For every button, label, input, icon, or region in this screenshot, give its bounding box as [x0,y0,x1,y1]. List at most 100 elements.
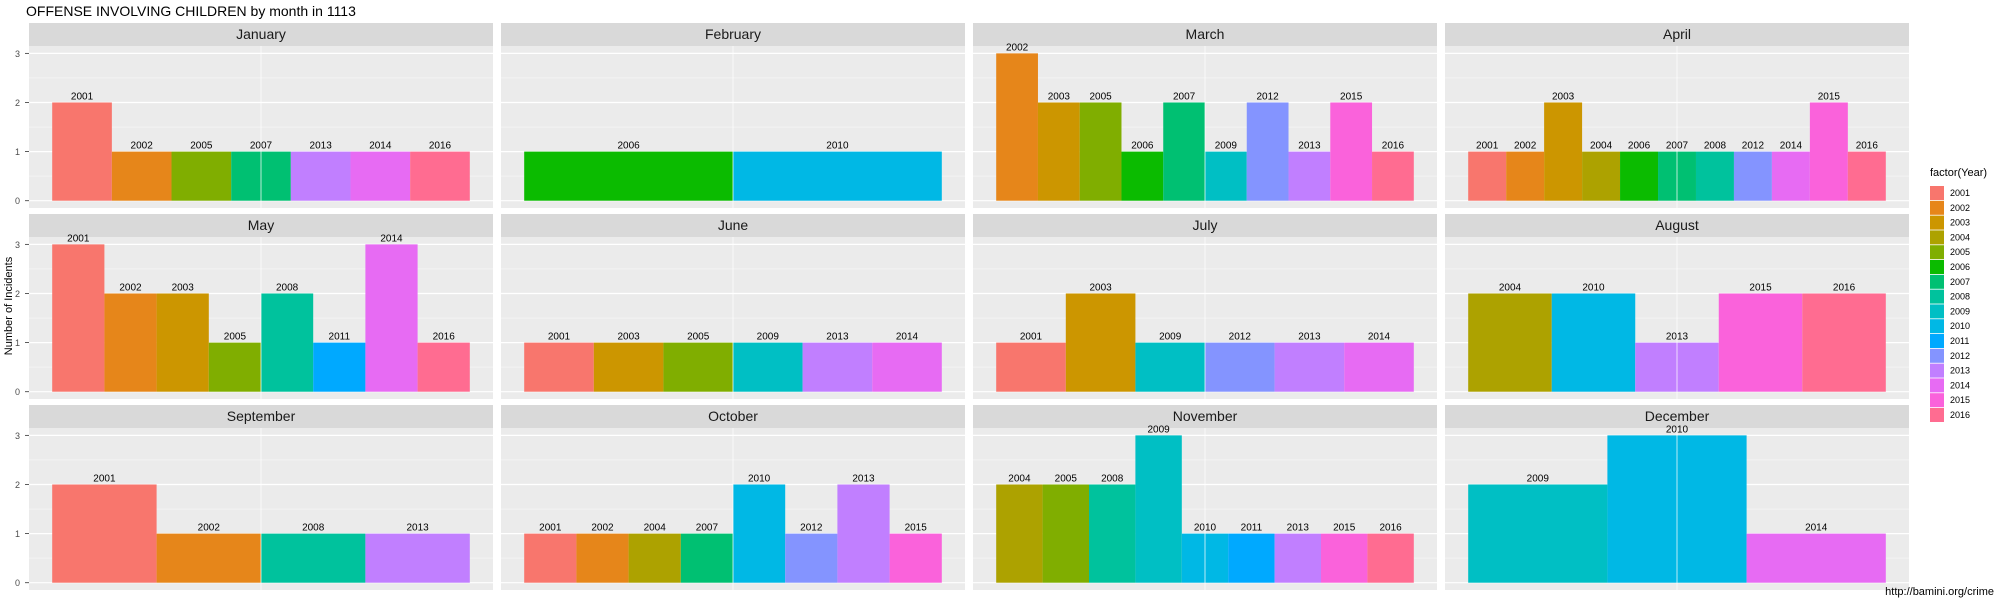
y-tick-label: 1 [15,338,20,348]
bar [290,151,351,201]
bar-data-label: 2001 [548,332,571,343]
facet-strip [29,23,493,46]
facet-strip [973,405,1437,428]
bar [261,293,314,392]
bar [837,484,890,583]
legend-title: factor(Year) [1930,167,1987,179]
bar [785,533,838,583]
facet-strip-label: September [227,408,296,424]
bar [156,533,261,583]
legend-label: 2014 [1950,380,1970,390]
bar-data-label: 2002 [1514,141,1537,152]
facet-strip [973,23,1437,46]
facet-strip [973,214,1437,237]
bar [996,342,1066,392]
bar-data-label: 2002 [591,523,614,534]
bar [1037,102,1080,201]
bar-data-label: 2009 [1215,141,1238,152]
bar-data-label: 2005 [224,332,247,343]
bar [1330,102,1373,201]
bar-data-label: 2010 [748,473,771,484]
facet-strip-label: May [248,217,274,233]
y-tick-label: 3 [15,240,20,250]
facet-strip [501,405,965,428]
bar-data-label: 2016 [1379,523,1402,534]
bar-data-label: 2010 [1582,282,1605,293]
legend-swatch [1930,200,1944,215]
bar-data-label: 2001 [67,233,90,244]
facet-strip-label: February [705,26,761,42]
bar [1163,102,1205,201]
bar [350,151,411,201]
bar-data-label: 2009 [757,332,780,343]
bar [1468,293,1552,392]
bar-data-label: 2004 [644,523,667,534]
bar [1746,533,1886,583]
legend-swatch [1930,408,1944,422]
bar-data-label: 2013 [406,523,429,534]
bar [410,151,470,201]
y-axis-title: Number of Incidents [3,256,15,355]
facet-strip-label: June [718,217,749,233]
bar [996,484,1043,583]
bar [1809,102,1848,201]
legend-swatch [1930,260,1944,274]
bar-data-label: 2016 [429,141,452,152]
bar-data-label: 2001 [93,473,116,484]
legend-label: 2001 [1950,188,1970,198]
legend-swatch [1930,215,1944,230]
bar-data-label: 2013 [1287,523,1310,534]
y-tick-label: 2 [15,480,20,490]
bar [680,533,733,583]
bar [889,533,942,583]
legend-label: 2007 [1950,277,1970,287]
bar [1079,102,1122,201]
source-url-label: http://bamini.org/crime [1885,586,1994,598]
legend-label: 2015 [1950,395,1970,405]
bar-data-label: 2006 [1131,141,1154,152]
bar [365,244,418,392]
bar [1274,342,1345,392]
bar-data-label: 2004 [1499,282,1522,293]
bar [1205,151,1247,201]
bar [1205,342,1275,392]
bar-data-label: 2001 [1020,332,1043,343]
bar [1246,102,1289,201]
bar-data-label: 2014 [1368,332,1391,343]
bar-data-label: 2006 [1628,141,1651,152]
bar-data-label: 2007 [1173,91,1196,102]
bar-data-label: 2012 [800,523,823,534]
facet-strip-label: December [1645,408,1710,424]
bar [1847,151,1886,201]
bar-data-label: 2013 [1298,141,1321,152]
bar-data-label: 2012 [1257,91,1280,102]
bar [1367,533,1414,583]
bar-data-label: 2001 [539,523,562,534]
bar [1274,533,1321,583]
bar [524,342,594,392]
bar-data-label: 2016 [433,332,456,343]
bar-data-label: 2015 [1749,282,1772,293]
legend-label: 2008 [1950,292,1970,302]
bar-data-label: 2001 [1476,141,1499,152]
bar [1089,484,1136,583]
bar-data-label: 2015 [1340,91,1363,102]
legend-swatch [1930,186,1944,200]
bar-data-label: 2005 [1089,91,1112,102]
bar-data-label: 2008 [1101,473,1124,484]
bar-data-label: 2003 [617,332,640,343]
bar [171,151,232,201]
y-tick-label: 3 [15,431,20,441]
bar-data-label: 2002 [119,282,142,293]
legend-label: 2003 [1950,218,1970,228]
bar [733,484,786,583]
legend-label: 2005 [1950,247,1970,257]
bar [1372,151,1414,201]
bar-data-label: 2015 [1818,91,1841,102]
bar-data-label: 2004 [1590,141,1613,152]
bar [1733,151,1772,201]
bar [1065,293,1136,392]
bar-data-label: 2014 [380,233,403,244]
legend-swatch [1930,393,1944,408]
bar-data-label: 2015 [905,523,928,534]
